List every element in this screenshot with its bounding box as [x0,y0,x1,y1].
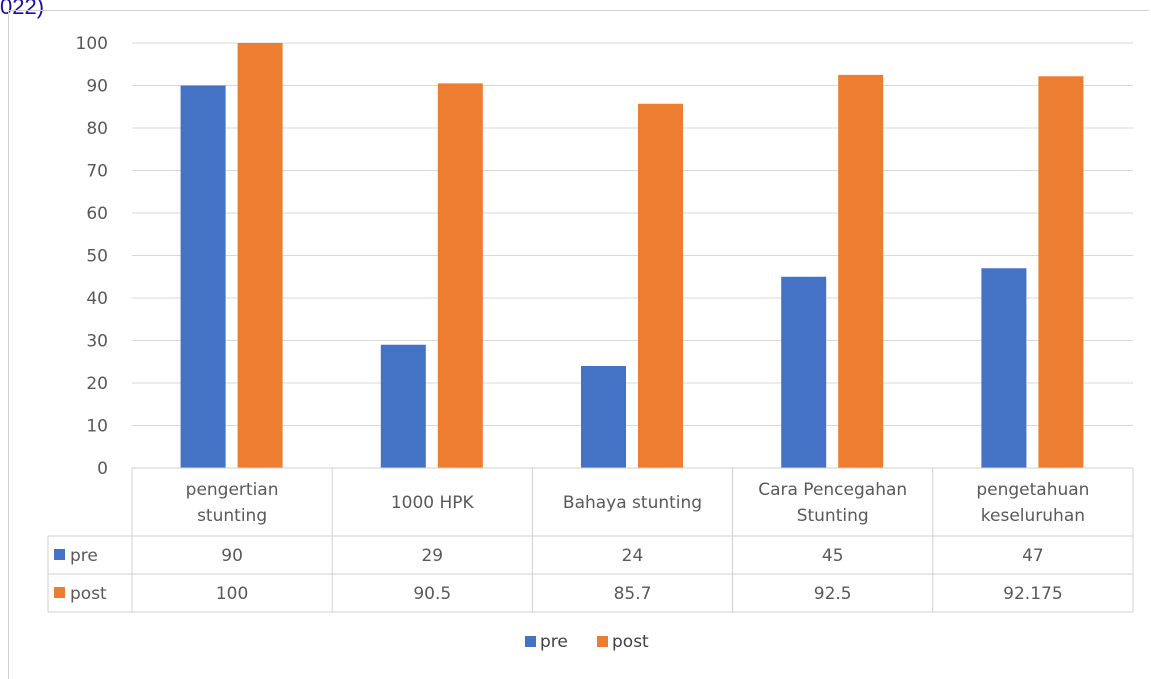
y-tick-label: 80 [86,119,108,139]
bar-pre [380,344,426,468]
chart-frame [8,10,1149,679]
y-tick-label: 90 [86,77,108,97]
category-label: stunting [197,506,267,526]
category-label: 1000 HPK [391,493,475,513]
category-label: keseluruhan [981,506,1085,526]
y-tick-label: 60 [86,204,108,224]
data-label: 47 [1022,546,1044,566]
data-label: 45 [822,546,844,566]
data-label: 92.175 [1003,584,1062,604]
table-series-label: pre [70,546,98,566]
category-label: Cara Pencegahan [758,480,907,500]
bar-pre [180,85,226,468]
category-label: Stunting [797,506,869,526]
data-label: 100 [216,584,248,604]
bar-post [1038,76,1084,468]
bar-pre [781,276,827,468]
y-tick-label: 40 [86,289,108,309]
bar-pre [581,366,626,468]
bar-pre [981,268,1027,468]
legend-key-pre [525,636,536,647]
legend-key-post [597,636,608,647]
table-legend-key [54,587,65,598]
y-tick-label: 20 [86,374,108,394]
bar-post [638,103,683,469]
data-label: 90 [221,546,243,566]
bar-post [437,83,483,468]
legend-label: post [612,632,649,652]
data-label: 29 [421,546,443,566]
category-label: pengetahuan [976,480,1089,500]
y-tick-label: 0 [97,459,108,479]
y-tick-label: 50 [86,247,108,267]
data-label: 85.7 [614,584,652,604]
category-label: pengertian [186,480,279,500]
bar-post [838,74,884,468]
y-tick-label: 70 [86,162,108,182]
bar-post [237,43,283,468]
table-series-label: post [70,584,107,604]
caption-fragment: 022) [0,0,45,19]
table-legend-key [54,549,65,560]
legend-label: pre [540,632,568,652]
data-label: 90.5 [413,584,451,604]
data-label: 24 [622,546,644,566]
y-tick-label: 30 [86,332,108,352]
category-label: Bahaya stunting [563,493,702,513]
data-label: 92.5 [814,584,852,604]
y-tick-label: 10 [86,417,108,437]
y-tick-label: 100 [76,34,108,54]
